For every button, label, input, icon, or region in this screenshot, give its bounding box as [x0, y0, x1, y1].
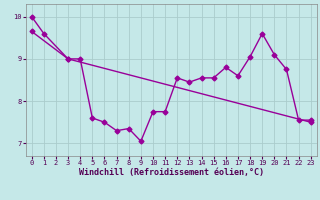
X-axis label: Windchill (Refroidissement éolien,°C): Windchill (Refroidissement éolien,°C) — [79, 168, 264, 177]
